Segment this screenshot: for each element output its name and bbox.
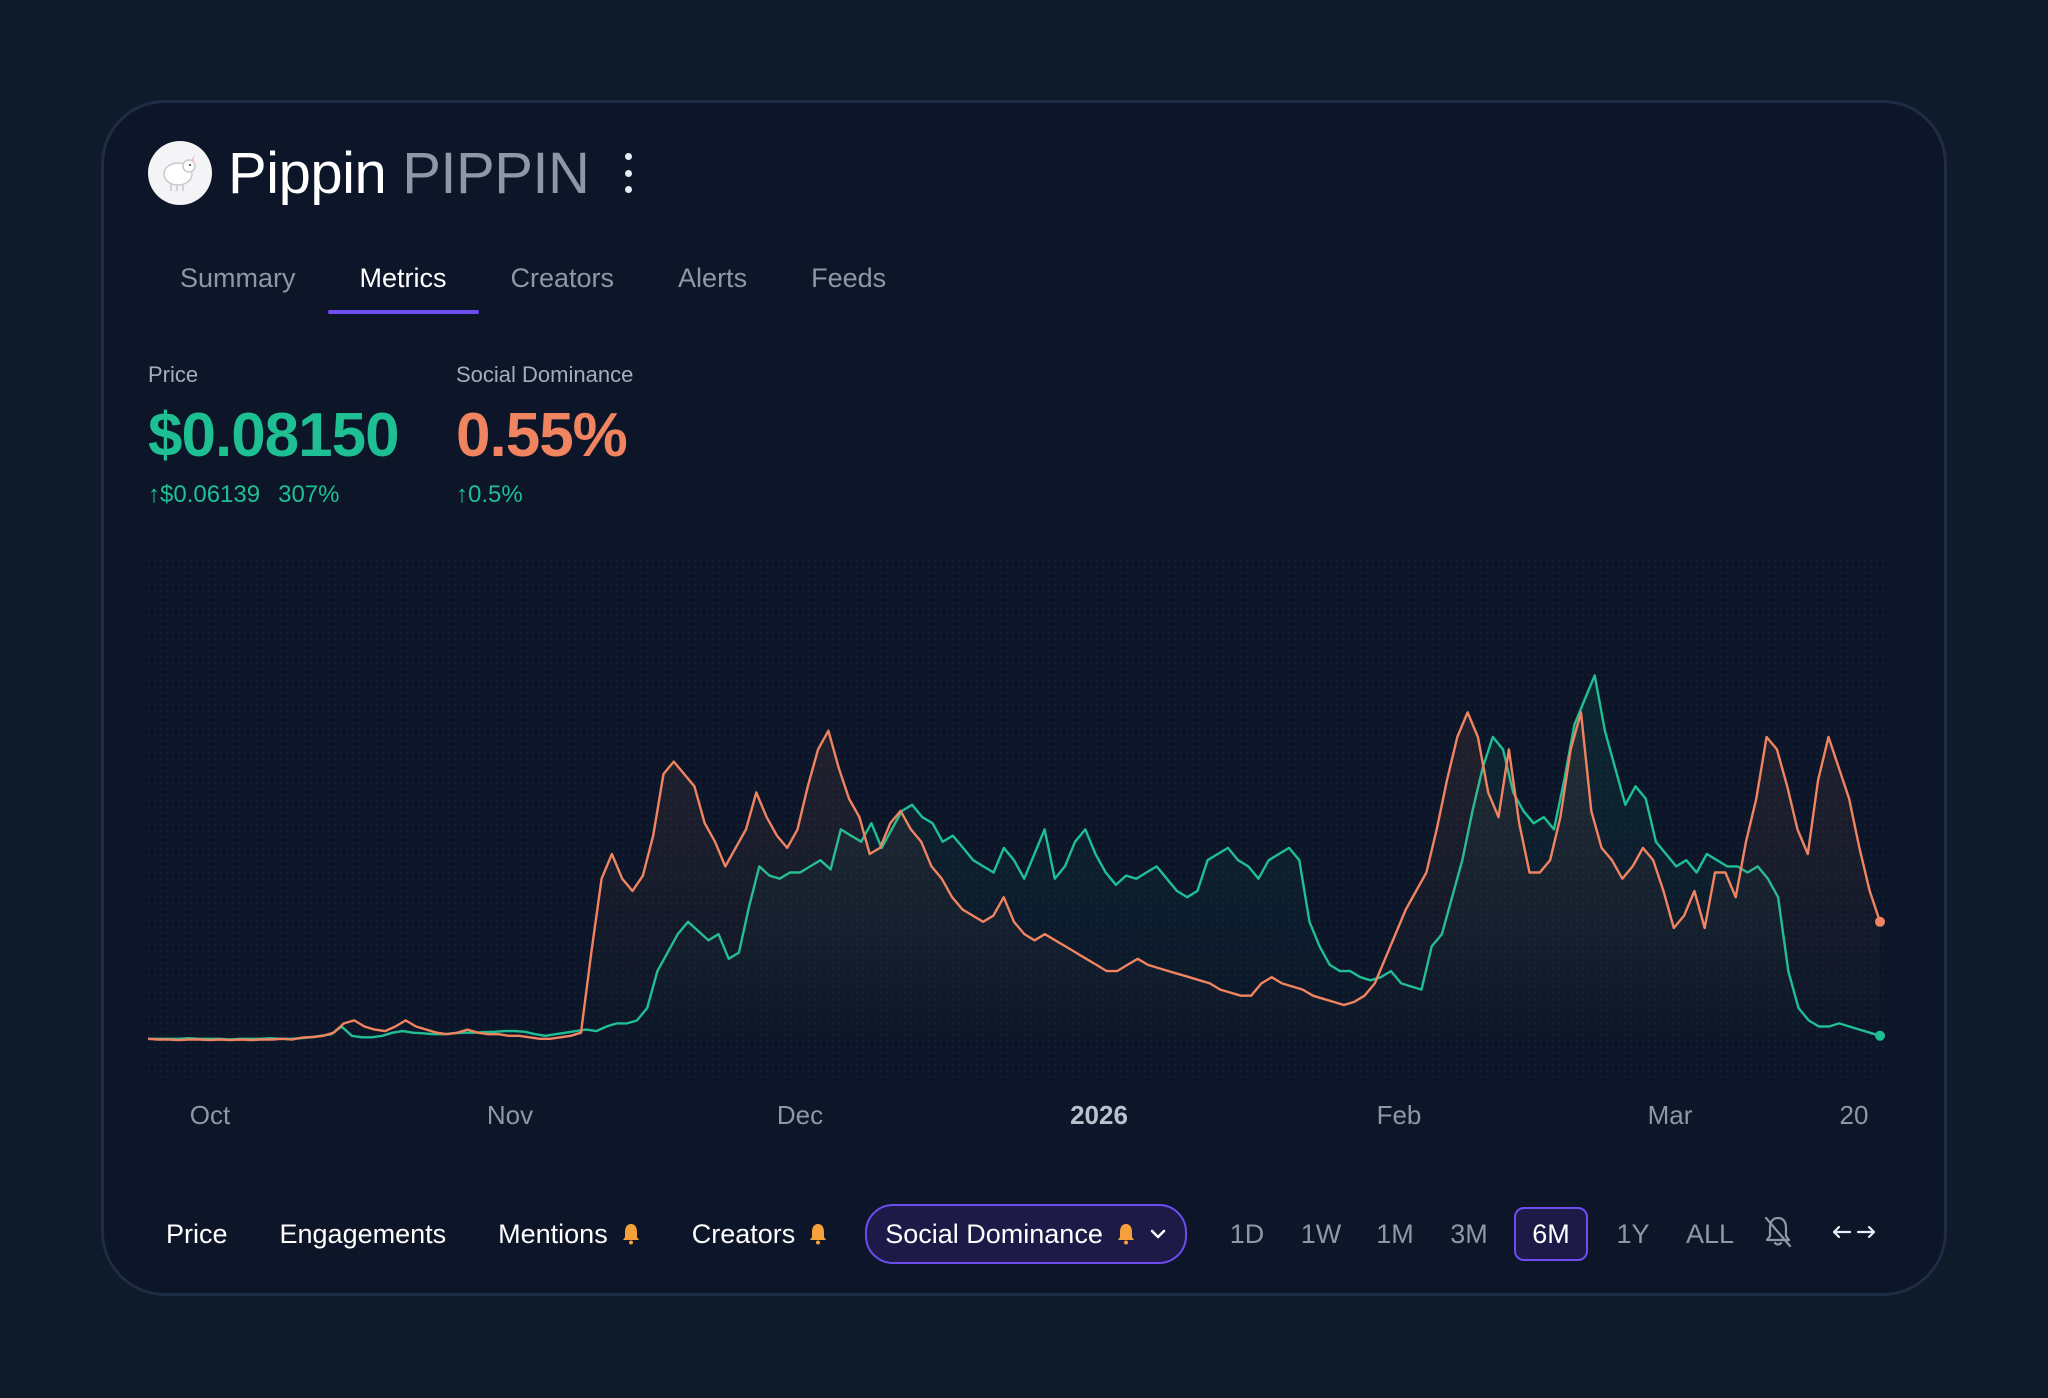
range-1m-button[interactable]: 1M [1376,1218,1414,1249]
range-1y-button[interactable]: 1Y [1616,1218,1650,1249]
pippin-logo-icon [148,141,212,205]
metric-engagements-label: Engagements [279,1218,447,1249]
range-3m-button[interactable]: 3M [1450,1218,1488,1249]
metric-mentions-button[interactable]: Mentions [480,1206,658,1262]
social-dominance-value: 0.55% [456,401,628,470]
bell-icon [622,1224,639,1245]
asset-ticker: PIPPIN [402,140,590,206]
tab-creators[interactable]: Creators [510,263,615,293]
price-change: ↑$0.06139 307% [148,481,399,509]
social-dominance-metric: Social Dominance 0.55% ↑0.5% [456,362,633,509]
x-tick-label: Mar [1647,1100,1693,1130]
metric-social-dominance-dropdown[interactable]: Social Dominance [865,1204,1187,1264]
x-tick-label: Dec [776,1100,824,1130]
price-metric: Price $0.08150 ↑$0.06139 307% [148,362,400,509]
x-axis: Oct Nov Dec 2026 Feb Mar 20 [0,1100,2048,1140]
tab-feeds[interactable]: Feeds [811,263,887,293]
metric-creators-label: Creators [691,1218,796,1249]
metric-price-button[interactable]: Price [148,1206,246,1262]
tab-bar: Summary Metrics Creators Alerts Feeds [148,258,918,314]
tab-metrics[interactable]: Metrics [327,258,479,314]
metric-creators-button[interactable]: Creators [674,1206,846,1262]
range-6m-button[interactable]: 6M [1514,1207,1588,1261]
metric-mentions-label: Mentions [498,1218,608,1249]
price-change-abs: ↑$0.06139 [148,481,261,508]
metric-selector: Price Engagements Mentions Creators Soci… [148,1204,1203,1264]
social-dominance-change: ↑0.5% [456,481,633,509]
bell-icon [1117,1224,1134,1245]
x-tick-label: 2026 [1070,1100,1128,1130]
range-1w-button[interactable]: 1W [1300,1218,1342,1249]
expand-arrows-icon[interactable] [1832,1210,1876,1254]
chevron-down-icon [1150,1229,1166,1239]
bell-off-icon[interactable] [1756,1210,1800,1254]
tab-summary[interactable]: Summary [180,263,296,293]
x-tick-label: Nov [486,1100,534,1130]
selected-metric-label: Social Dominance [885,1218,1103,1249]
more-options-icon[interactable] [623,153,633,193]
price-change-pct: 307% [278,481,340,508]
bell-icon [810,1224,827,1245]
metric-price-label: Price [166,1218,228,1249]
series-line-1 [148,711,1882,1042]
metrics-chart[interactable] [148,560,1888,1160]
range-1d-button[interactable]: 1D [1229,1218,1265,1249]
time-range-selector: 1D 1W 1M 3M 6M 1Y ALL [1218,1204,1758,1264]
x-tick-label: Feb [1376,1100,1422,1130]
series-endpoint-1 [1875,916,1885,927]
x-tick-label: 20 [1839,1100,1869,1130]
social-dominance-label: Social Dominance [456,362,634,387]
x-tick-label: Oct [189,1100,231,1130]
social-dominance-change-value: ↑0.5% [456,481,523,508]
range-all-button[interactable]: ALL [1686,1218,1735,1249]
asset-name: Pippin [228,140,387,206]
tab-alerts[interactable]: Alerts [678,263,748,293]
metric-engagements-button[interactable]: Engagements [262,1206,465,1262]
asset-header: Pippin PIPPIN [148,138,633,208]
series-area-1 [148,712,1880,1045]
price-value: $0.08150 [148,401,400,470]
price-label: Price [148,362,199,387]
